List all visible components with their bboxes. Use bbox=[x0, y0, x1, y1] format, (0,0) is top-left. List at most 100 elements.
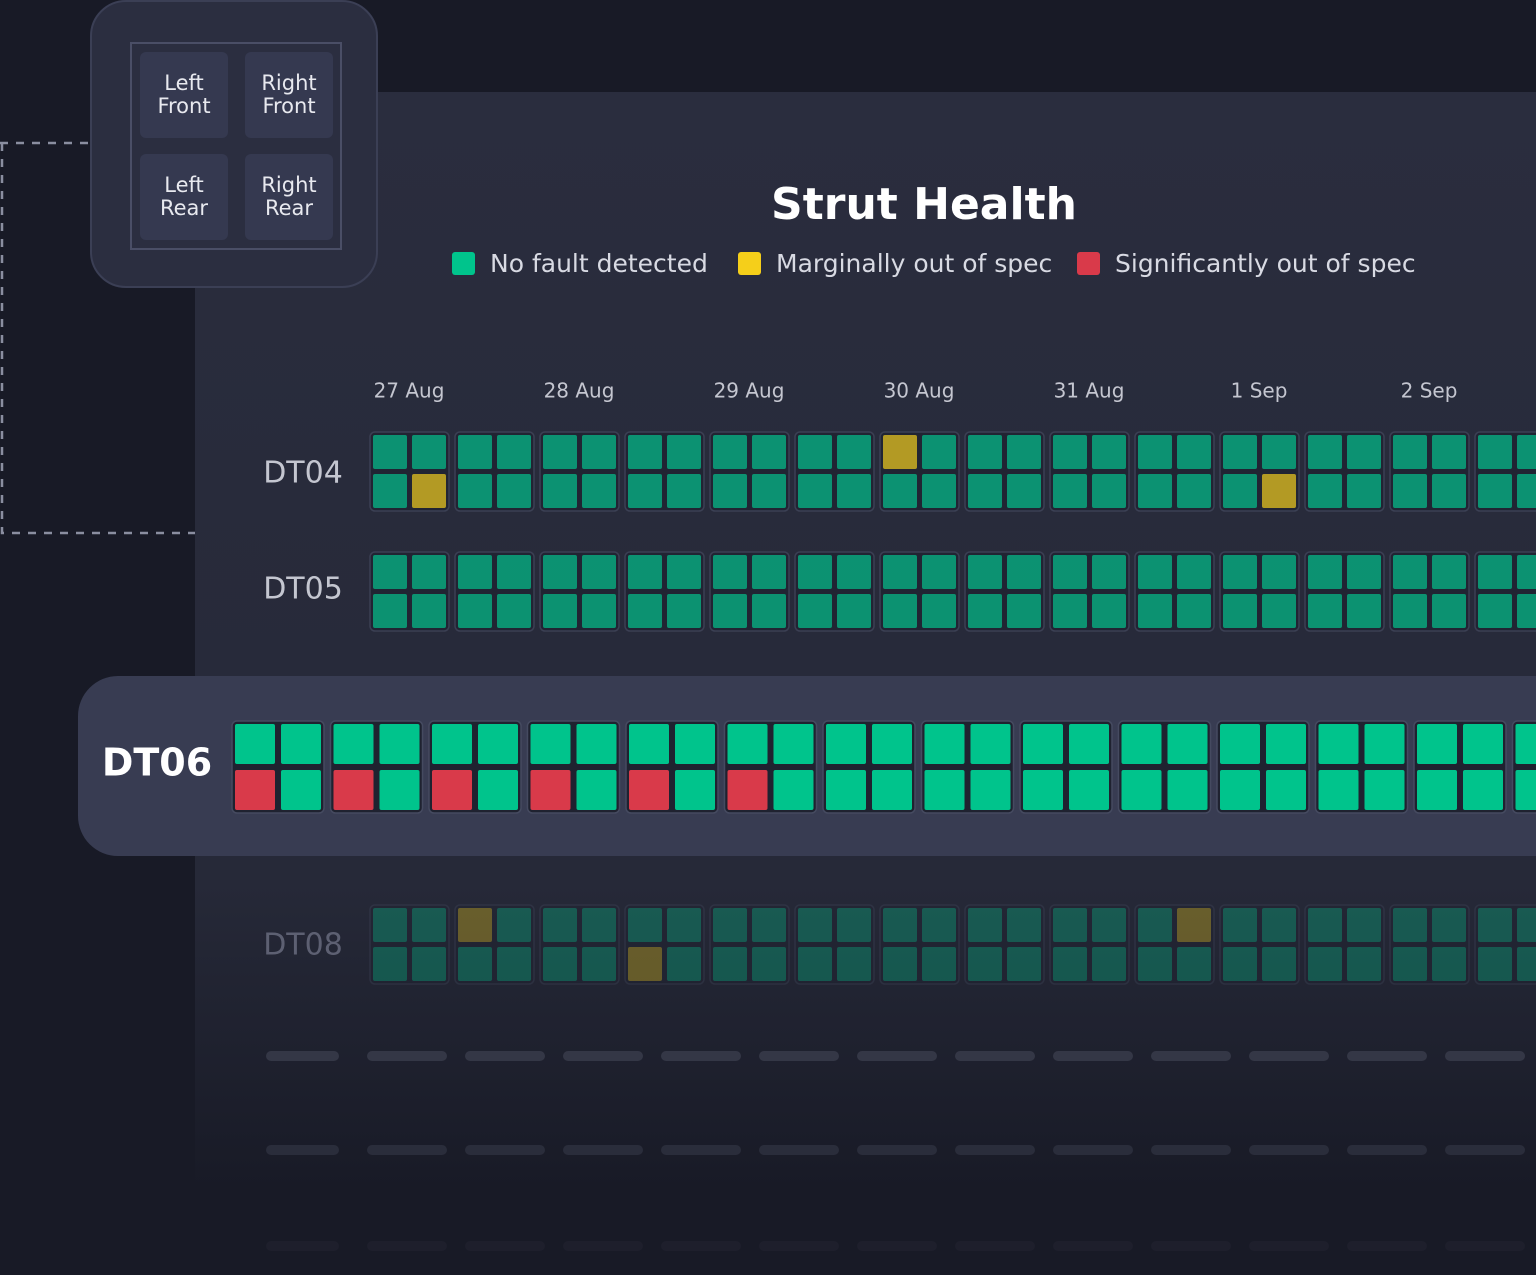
strut-cell bbox=[458, 555, 492, 589]
strut-cell bbox=[1262, 594, 1296, 628]
strut-cell bbox=[713, 474, 747, 508]
strut-cell bbox=[582, 908, 616, 942]
strut-cell bbox=[752, 908, 786, 942]
strut-cell bbox=[1177, 435, 1211, 469]
strut-cell bbox=[373, 594, 407, 628]
placeholder bbox=[1151, 1051, 1231, 1061]
strut-cell bbox=[281, 770, 321, 810]
placeholder bbox=[563, 1241, 643, 1251]
strut-cell bbox=[1167, 724, 1208, 764]
legend-swatch bbox=[1077, 252, 1100, 275]
placeholder bbox=[661, 1241, 741, 1251]
strut-cell bbox=[333, 770, 374, 810]
strut-cell bbox=[1092, 555, 1126, 589]
strut-cell bbox=[1393, 474, 1427, 508]
strut-cell bbox=[1463, 724, 1503, 764]
strut-cell bbox=[922, 474, 956, 508]
strut-cell bbox=[1266, 724, 1306, 764]
placeholder bbox=[563, 1051, 643, 1061]
strut-cell bbox=[458, 435, 492, 469]
strut-cell bbox=[333, 724, 374, 764]
strut-cell bbox=[675, 724, 715, 764]
strut-cell bbox=[1515, 770, 1536, 810]
placeholder bbox=[1347, 1241, 1427, 1251]
placeholder bbox=[1249, 1145, 1329, 1155]
placeholder bbox=[563, 1145, 643, 1155]
strut-cell bbox=[1515, 724, 1536, 764]
strut-cell bbox=[922, 435, 956, 469]
strut-cell bbox=[582, 555, 616, 589]
strut-cell bbox=[1517, 947, 1536, 981]
strut-cell bbox=[412, 947, 446, 981]
row-label: DT04 bbox=[263, 456, 343, 491]
strut-cell bbox=[837, 594, 871, 628]
strut-cell bbox=[837, 908, 871, 942]
placeholder bbox=[1053, 1145, 1133, 1155]
key-cell: Left Rear bbox=[140, 154, 228, 240]
strut-cell bbox=[543, 908, 577, 942]
strut-cell bbox=[970, 724, 1011, 764]
strut-cell bbox=[1517, 594, 1536, 628]
row-label: DT06 bbox=[102, 741, 212, 785]
strut-cell bbox=[1262, 908, 1296, 942]
strut-cell bbox=[1007, 594, 1041, 628]
strut-cell bbox=[667, 594, 701, 628]
strut-cell bbox=[752, 435, 786, 469]
strut-cell bbox=[1092, 594, 1126, 628]
legend-swatch bbox=[738, 252, 761, 275]
strut-cell bbox=[412, 555, 446, 589]
row-cells bbox=[369, 431, 1536, 512]
placeholder bbox=[857, 1145, 937, 1155]
strut-cell bbox=[235, 724, 275, 764]
strut-cell bbox=[1364, 724, 1405, 764]
placeholder bbox=[1347, 1145, 1427, 1155]
strut-cell bbox=[1393, 555, 1427, 589]
legend-label: Significantly out of spec bbox=[1115, 249, 1416, 278]
strut-cell bbox=[667, 435, 701, 469]
strut-cell bbox=[1069, 770, 1109, 810]
key-cell: Right Rear bbox=[245, 154, 333, 240]
key-label: Left Rear bbox=[159, 173, 209, 220]
strut-cell bbox=[1262, 435, 1296, 469]
strut-cell bbox=[497, 435, 531, 469]
strut-cell bbox=[628, 594, 662, 628]
date-label: 30 Aug bbox=[884, 379, 955, 403]
placeholder bbox=[1053, 1241, 1133, 1251]
group-frame bbox=[624, 904, 705, 985]
placeholder bbox=[1445, 1145, 1525, 1155]
strut-cell bbox=[1220, 724, 1260, 764]
strut-cell bbox=[798, 555, 832, 589]
strut-cell bbox=[1347, 594, 1381, 628]
strut-cell bbox=[497, 555, 531, 589]
strut-cell bbox=[713, 908, 747, 942]
strut-cell bbox=[883, 908, 917, 942]
strut-cell bbox=[924, 724, 965, 764]
strut-cell bbox=[1053, 474, 1087, 508]
strut-cell bbox=[1069, 724, 1109, 764]
strut-cell bbox=[373, 474, 407, 508]
strut-cell bbox=[628, 474, 662, 508]
strut-cell bbox=[1007, 908, 1041, 942]
strut-cell bbox=[1177, 594, 1211, 628]
strut-cell bbox=[922, 947, 956, 981]
strut-cell bbox=[1432, 594, 1466, 628]
strut-cell bbox=[1417, 724, 1457, 764]
group-frame bbox=[1474, 904, 1536, 985]
group-frame bbox=[709, 904, 790, 985]
strut-cell bbox=[497, 908, 531, 942]
strut-cell bbox=[1266, 770, 1306, 810]
strut-cell bbox=[1220, 770, 1260, 810]
strut-cell bbox=[412, 908, 446, 942]
group-frame bbox=[454, 904, 535, 985]
strut-cell bbox=[235, 770, 275, 810]
strut-cell bbox=[1432, 908, 1466, 942]
strut-cell bbox=[968, 908, 1002, 942]
placeholder bbox=[759, 1145, 839, 1155]
key-label: Right Rear bbox=[261, 173, 317, 220]
strut-cell bbox=[872, 724, 912, 764]
strut-cell bbox=[1517, 435, 1536, 469]
placeholder bbox=[465, 1051, 545, 1061]
strut-cell bbox=[1393, 594, 1427, 628]
strut-cell bbox=[1478, 474, 1512, 508]
strut-cell bbox=[1007, 947, 1041, 981]
